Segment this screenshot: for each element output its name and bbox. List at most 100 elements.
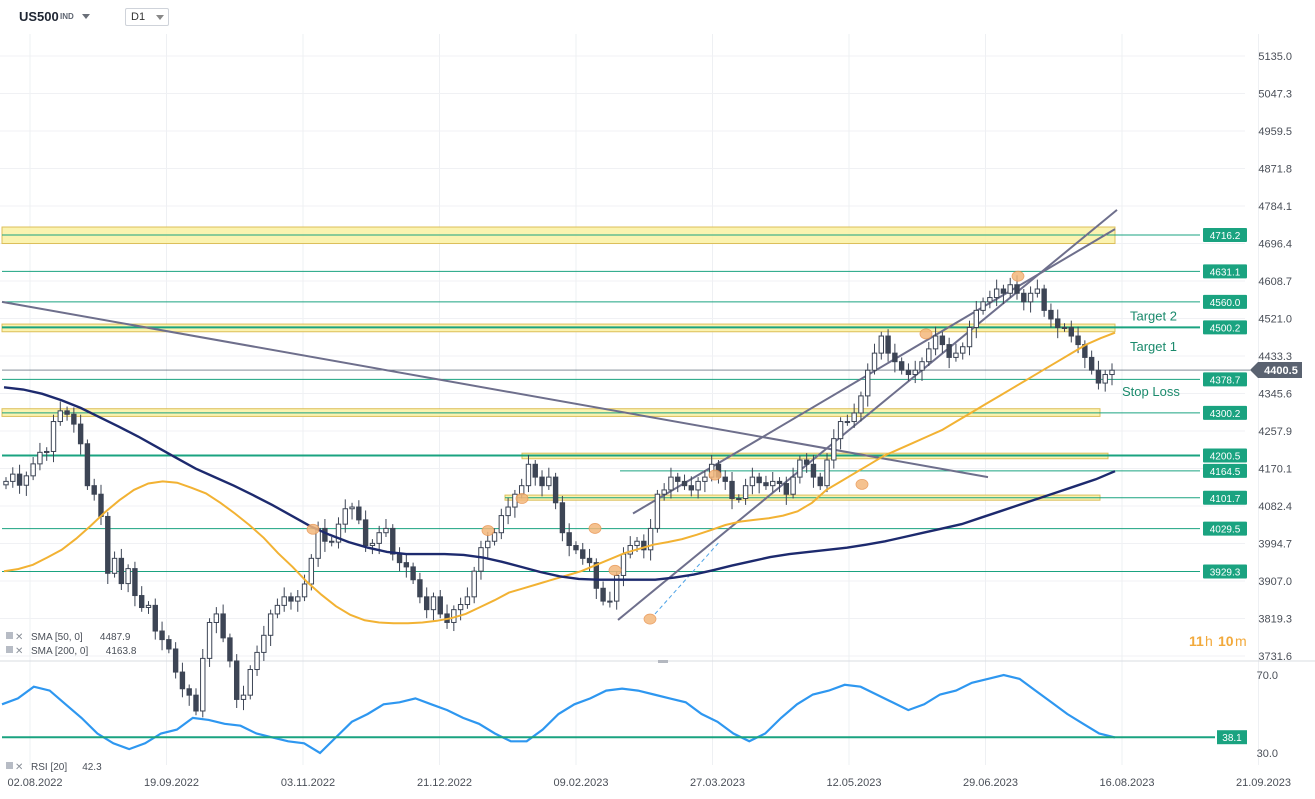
price-level-tag[interactable] [1203, 521, 1247, 536]
candle-body[interactable] [220, 613, 226, 639]
candle-body[interactable] [227, 637, 233, 662]
candle-body[interactable] [749, 476, 756, 487]
price-level-tag[interactable] [1203, 372, 1247, 387]
candle-body[interactable] [892, 352, 898, 363]
candle-body[interactable] [573, 545, 579, 551]
candle-body[interactable] [91, 485, 97, 495]
candle-body[interactable] [586, 557, 593, 564]
candle-body[interactable] [437, 596, 443, 615]
candle-body[interactable] [668, 476, 674, 491]
candle-body[interactable] [620, 553, 627, 576]
candle-body[interactable] [16, 473, 23, 486]
candle-body[interactable] [695, 480, 701, 491]
legend-remove-icon[interactable]: ✕ [15, 762, 23, 773]
candle-body[interactable] [593, 562, 600, 589]
candle-body[interactable] [410, 566, 416, 581]
candle-body[interactable] [396, 553, 403, 564]
candle-body[interactable] [912, 369, 918, 376]
candle-body[interactable] [403, 562, 410, 568]
swing-marker[interactable] [481, 525, 495, 536]
candle-body[interactable] [186, 688, 192, 696]
candle-body[interactable] [166, 639, 172, 650]
candle-body[interactable] [566, 532, 572, 547]
candle-body[interactable] [844, 421, 851, 424]
candle-body[interactable] [383, 527, 389, 534]
candle-body[interactable] [926, 348, 932, 363]
candle-body[interactable] [505, 506, 511, 517]
candle-body[interactable] [491, 532, 498, 542]
candle-body[interactable] [471, 570, 477, 598]
candle-body[interactable] [362, 519, 369, 547]
candle-body[interactable] [200, 657, 206, 712]
candle-body[interactable] [261, 634, 267, 653]
candle-body[interactable] [980, 301, 986, 311]
candle-body[interactable] [172, 648, 179, 673]
candle-body[interactable] [233, 660, 240, 700]
candle-body[interactable] [919, 361, 925, 371]
candle-body[interactable] [539, 476, 545, 487]
symbol-label[interactable]: US500 [19, 9, 59, 24]
candle-body[interactable] [688, 485, 695, 491]
candle-body[interactable] [546, 476, 552, 487]
candle-body[interactable] [953, 352, 959, 358]
candle-body[interactable] [1007, 284, 1013, 294]
rsi-line[interactable] [1, 673, 1116, 755]
candle-body[interactable] [1075, 335, 1081, 346]
candle-body[interactable] [295, 596, 301, 602]
candle-body[interactable] [10, 473, 16, 482]
candle-body[interactable] [267, 613, 274, 636]
candle-body[interactable] [132, 568, 138, 597]
candle-body[interactable] [342, 508, 348, 525]
candle-body[interactable] [647, 527, 654, 551]
candle-body[interactable] [905, 369, 912, 376]
candle-body[interactable] [532, 463, 538, 478]
candle-body[interactable] [84, 443, 91, 487]
candle-body[interactable] [817, 476, 823, 487]
candle-body[interactable] [118, 557, 125, 585]
candle-body[interactable] [77, 423, 84, 445]
price-level-tag[interactable] [1203, 320, 1247, 335]
legend-remove-icon[interactable]: ✕ [15, 646, 23, 657]
candle-body[interactable] [57, 410, 63, 423]
candle-body[interactable] [763, 482, 769, 487]
candle-body[interactable] [1088, 356, 1095, 371]
candle-body[interactable] [797, 459, 803, 478]
candle-body[interactable] [417, 579, 423, 598]
candle-body[interactable] [1061, 326, 1068, 329]
candle-body[interactable] [1000, 288, 1007, 294]
candle-body[interactable] [1048, 309, 1054, 320]
candle-body[interactable] [159, 630, 165, 641]
candle-body[interactable] [966, 326, 973, 348]
trendline[interactable] [1, 300, 989, 479]
candle-body[interactable] [139, 595, 145, 609]
candle-body[interactable] [71, 413, 77, 425]
candle-body[interactable] [776, 480, 783, 485]
candle-body[interactable] [193, 694, 199, 712]
candle-body[interactable] [1055, 318, 1061, 328]
legend-remove-icon[interactable]: ✕ [15, 632, 23, 643]
swing-marker[interactable] [515, 493, 529, 504]
candle-body[interactable] [756, 476, 762, 484]
candle-body[interactable] [105, 515, 111, 574]
swing-marker[interactable] [306, 523, 320, 535]
candle-body[interactable] [152, 604, 158, 632]
panel-resize-handle[interactable] [658, 660, 668, 663]
candle-body[interactable] [376, 532, 382, 544]
candle-body[interactable] [858, 395, 864, 414]
candle-body[interactable] [308, 557, 315, 585]
candle-body[interactable] [1109, 369, 1115, 376]
candle-body[interactable] [702, 476, 708, 482]
price-level-tag[interactable] [1203, 448, 1247, 463]
candle-body[interactable] [485, 540, 491, 549]
candle-body[interactable] [179, 671, 186, 690]
candle-body[interactable] [790, 476, 796, 495]
candle-body[interactable] [641, 540, 647, 551]
candle-body[interactable] [885, 335, 891, 354]
candle-body[interactable] [478, 547, 484, 572]
candle-body[interactable] [213, 613, 220, 623]
candle-body[interactable] [145, 604, 152, 609]
candle-body[interactable] [240, 694, 247, 700]
candle-body[interactable] [525, 463, 532, 487]
candle-body[interactable] [254, 651, 260, 671]
candle-body[interactable] [98, 493, 104, 517]
